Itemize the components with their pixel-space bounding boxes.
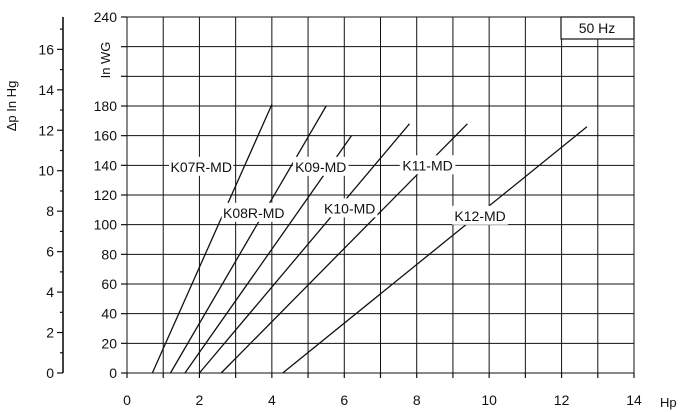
- y-axis-title: In WG: [98, 42, 113, 79]
- y-tick-label: 240: [94, 9, 118, 25]
- secondary-tick-label: 16: [38, 41, 54, 57]
- x-tick-label: 12: [554, 392, 570, 408]
- axes: [57, 16, 635, 378]
- series-label-bg: [399, 155, 456, 175]
- grid: [126, 16, 635, 374]
- secondary-tick-label: 8: [46, 203, 54, 219]
- x-tick-label: 8: [413, 392, 421, 408]
- series-label-bg: [292, 156, 349, 176]
- y-tick-label: 180: [94, 98, 118, 114]
- secondary-tick-label: 14: [38, 82, 54, 98]
- x-tick-label: 4: [268, 392, 276, 408]
- series-label-k10-md: K10-MD: [324, 200, 375, 216]
- series-label-bg: [452, 205, 508, 225]
- y-tick-label: 60: [101, 276, 117, 292]
- series-line-k12-md: [282, 126, 588, 374]
- y-tick-label: 120: [94, 187, 118, 203]
- series-label-k11-md: K11-MD: [402, 157, 452, 173]
- series-label-k12-md: K12-MD: [454, 208, 505, 224]
- frequency-badge-text: 50 Hz: [579, 20, 616, 36]
- series-labels: K07R-MD K08R-MD K09-MD K10-MD K11-MD K12-MD: [169, 155, 508, 225]
- series-label-k07r-md: K07R-MD: [171, 159, 232, 175]
- x-tick-label: 2: [196, 392, 204, 408]
- series-label-bg: [321, 198, 378, 218]
- secondary-tick-label: 2: [46, 325, 54, 341]
- x-tick-label: 0: [123, 392, 131, 408]
- series-label-k09-md: K09-MD: [295, 159, 346, 175]
- secondary-tick-label: 12: [38, 122, 54, 138]
- x-tick-label: 6: [340, 392, 348, 408]
- y-tick-label: 80: [101, 246, 117, 262]
- secondary-tick-label: 10: [38, 163, 54, 179]
- secondary-tick-label: 0: [46, 365, 54, 381]
- y-tick-label: 20: [101, 335, 117, 351]
- y-tick-label: 160: [94, 128, 118, 144]
- series-line-k07r-md: [151, 104, 273, 374]
- y-tick-label: 100: [94, 217, 118, 233]
- tick-labels: 0 2 4 6 8 10 12 1402040608010012014016018024002…: [38, 9, 642, 408]
- secondary-tick-label: 6: [46, 244, 54, 260]
- x-tick-label: 14: [626, 392, 642, 408]
- secondary-y-axis-title: Δp In Hg: [4, 81, 19, 132]
- series-label-k08r-md: K08R-MD: [223, 205, 284, 221]
- series-label-bg: [169, 156, 234, 176]
- series-label-bg: [221, 202, 286, 222]
- series-group: [151, 104, 588, 374]
- y-tick-label: 0: [109, 365, 117, 381]
- secondary-tick-label: 4: [46, 284, 54, 300]
- series-line-k10-md: [198, 123, 410, 374]
- y-tick-label: 40: [101, 306, 117, 322]
- x-axis-title: Hp: [660, 395, 677, 410]
- y-tick-label: 140: [94, 157, 118, 173]
- frequency-badge: 50 Hz: [560, 16, 635, 40]
- x-tick-label: 10: [481, 392, 497, 408]
- series-line-k08r-md: [169, 105, 327, 374]
